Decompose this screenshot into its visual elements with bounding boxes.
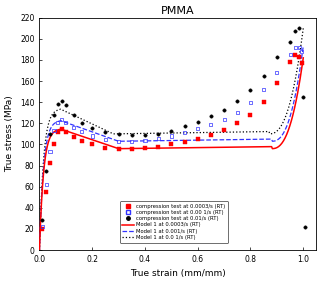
Point (63, 103, 69, 108)
Point (43, 169, 49, 173)
Point (302, 225, 307, 229)
Point (195, 126, 200, 131)
Title: PMMA: PMMA (161, 6, 195, 16)
Point (297, 45, 302, 50)
Point (43, 182, 49, 187)
Point (248, 100, 253, 105)
Point (169, 142, 174, 147)
Point (156, 144, 161, 149)
Point (59, 99, 64, 103)
Y-axis label: True stress (MPa): True stress (MPa) (5, 95, 14, 172)
Point (235, 110, 240, 115)
Point (288, 60, 293, 64)
Point (156, 131, 161, 136)
Point (116, 139, 121, 143)
Point (156, 136, 161, 140)
Point (248, 112, 253, 117)
Point (40, 227, 45, 231)
Point (208, 122, 213, 127)
Point (47, 131, 52, 136)
Point (299, 61, 305, 65)
Point (293, 29, 298, 34)
Point (261, 74, 266, 78)
Point (116, 146, 121, 151)
Point (182, 124, 187, 129)
Point (274, 81, 279, 85)
Point (195, 137, 200, 141)
Point (103, 130, 108, 134)
Point (169, 134, 174, 138)
Point (129, 133, 134, 137)
Point (55, 120, 61, 124)
Point (90, 125, 95, 130)
Point (142, 133, 147, 137)
Point (129, 139, 134, 143)
Point (71, 125, 76, 130)
Point (47, 150, 52, 154)
Point (71, 112, 76, 117)
Point (274, 70, 279, 75)
Point (52, 128, 57, 133)
Point (79, 130, 84, 134)
Point (71, 135, 76, 139)
Point (129, 146, 134, 151)
Point (222, 117, 227, 121)
Point (274, 55, 279, 59)
Point (293, 53, 298, 57)
Point (52, 112, 57, 117)
Point (261, 87, 266, 92)
X-axis label: True strain (mm/mm): True strain (mm/mm) (130, 270, 226, 278)
Point (52, 142, 57, 147)
Point (55, 102, 61, 106)
Point (248, 87, 253, 92)
Point (261, 100, 266, 105)
Point (195, 120, 200, 124)
Legend: compression test at 0.0003/s (RT), compression test at 0.00 1/s (RT), compressio: compression test at 0.0003/s (RT), compr… (120, 201, 228, 243)
Point (59, 126, 64, 131)
Point (208, 114, 213, 118)
Point (103, 137, 108, 141)
Point (288, 40, 293, 44)
Point (169, 128, 174, 133)
Point (182, 131, 187, 135)
Point (222, 128, 227, 132)
Point (55, 130, 61, 134)
Point (235, 99, 240, 103)
Point (63, 130, 69, 134)
Point (288, 53, 293, 57)
Point (59, 117, 64, 121)
Point (300, 95, 305, 99)
Point (142, 138, 147, 143)
Point (79, 139, 84, 143)
Point (90, 134, 95, 138)
Point (79, 121, 84, 126)
Point (40, 225, 45, 229)
Point (297, 26, 302, 31)
Point (182, 140, 187, 145)
Point (235, 121, 240, 126)
Point (47, 161, 52, 166)
Point (90, 142, 95, 147)
Point (297, 55, 302, 59)
Point (293, 45, 298, 50)
Point (63, 120, 69, 124)
Point (103, 145, 108, 150)
Point (142, 145, 147, 150)
Point (222, 107, 227, 112)
Point (116, 131, 121, 136)
Point (40, 218, 45, 223)
Point (208, 133, 213, 137)
Point (43, 190, 49, 194)
Point (299, 49, 305, 54)
